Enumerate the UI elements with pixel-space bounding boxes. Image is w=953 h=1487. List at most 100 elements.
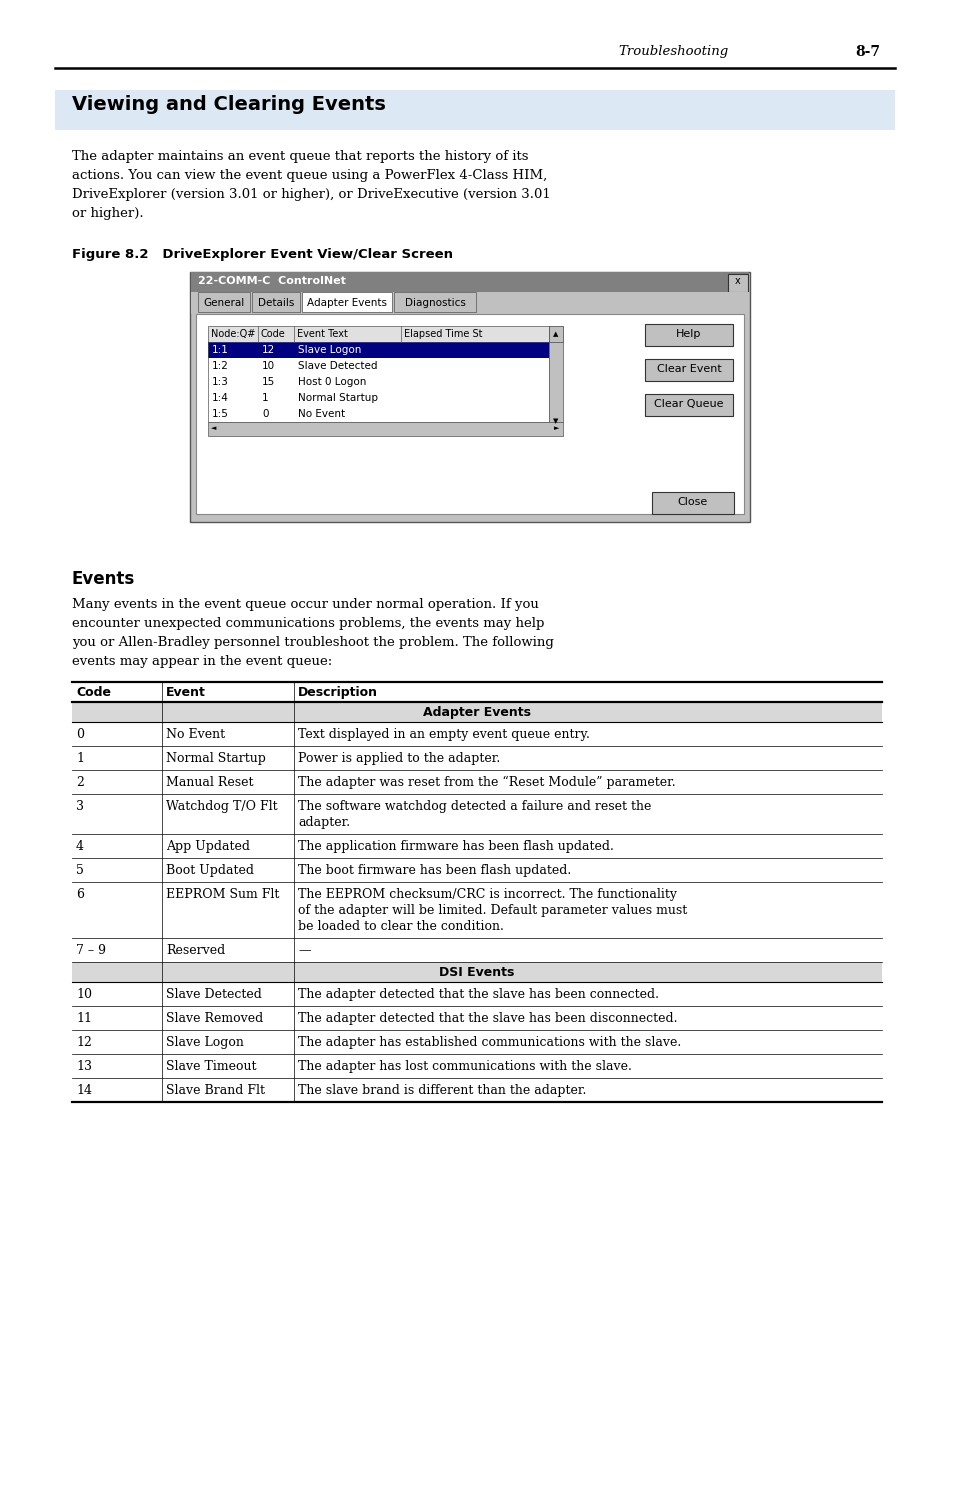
- Text: Reserved: Reserved: [166, 944, 225, 958]
- Text: adapter.: adapter.: [297, 816, 350, 828]
- Text: Many events in the event queue occur under normal operation. If you: Many events in the event queue occur und…: [71, 598, 538, 611]
- Text: The software watchdog detected a failure and reset the: The software watchdog detected a failure…: [297, 800, 651, 813]
- Text: 0: 0: [76, 729, 84, 741]
- Text: Description: Description: [297, 686, 377, 699]
- Text: —: —: [297, 944, 310, 958]
- Text: App Updated: App Updated: [166, 840, 250, 854]
- Text: Event: Event: [166, 686, 206, 699]
- Text: 1:4: 1:4: [212, 393, 229, 403]
- Text: The application firmware has been flash updated.: The application firmware has been flash …: [297, 840, 613, 854]
- Text: The adapter detected that the slave has been connected.: The adapter detected that the slave has …: [297, 987, 659, 1001]
- Bar: [55, 91, 894, 129]
- Text: 0: 0: [262, 409, 268, 419]
- Text: Slave Removed: Slave Removed: [166, 1013, 263, 1025]
- Bar: [198, 291, 250, 312]
- Text: The boot firmware has been flash updated.: The boot firmware has been flash updated…: [297, 864, 571, 877]
- Text: 1: 1: [262, 393, 269, 403]
- Text: 10: 10: [76, 987, 91, 1001]
- Text: events may appear in the event queue:: events may appear in the event queue:: [71, 654, 332, 668]
- Bar: [548, 326, 562, 342]
- Bar: [394, 291, 476, 312]
- Bar: [548, 342, 562, 422]
- Text: 1:1: 1:1: [212, 345, 229, 355]
- Bar: [727, 274, 747, 291]
- Text: 1:5: 1:5: [212, 409, 229, 419]
- Bar: [190, 272, 749, 522]
- Text: 22-COMM-C  ControlNet: 22-COMM-C ControlNet: [198, 277, 346, 286]
- Text: 5: 5: [76, 864, 84, 877]
- Text: ◄: ◄: [212, 425, 216, 431]
- Bar: [208, 406, 548, 422]
- Bar: [644, 394, 732, 416]
- Bar: [191, 291, 748, 314]
- Text: 1:2: 1:2: [212, 361, 229, 370]
- Text: Slave Logon: Slave Logon: [166, 1036, 244, 1048]
- Text: 3: 3: [76, 800, 84, 813]
- Text: Events: Events: [71, 570, 135, 587]
- Text: 13: 13: [76, 1060, 91, 1074]
- Bar: [208, 326, 562, 342]
- Text: 10: 10: [262, 361, 274, 370]
- Bar: [644, 324, 732, 346]
- Text: The adapter maintains an event queue that reports the history of its: The adapter maintains an event queue tha…: [71, 150, 528, 164]
- Text: ▼: ▼: [553, 418, 558, 424]
- Text: Normal Startup: Normal Startup: [297, 393, 377, 403]
- Text: 11: 11: [76, 1013, 91, 1025]
- Text: Details: Details: [257, 297, 294, 308]
- Text: Clear Event: Clear Event: [656, 364, 720, 375]
- Text: actions. You can view the event queue using a PowerFlex 4-Class HIM,: actions. You can view the event queue us…: [71, 170, 547, 181]
- Text: Close: Close: [678, 497, 707, 507]
- Bar: [644, 358, 732, 381]
- Text: No Event: No Event: [166, 729, 225, 741]
- Text: Figure 8.2   DriveExplorer Event View/Clear Screen: Figure 8.2 DriveExplorer Event View/Clea…: [71, 248, 453, 262]
- Text: Slave Brand Flt: Slave Brand Flt: [166, 1084, 265, 1097]
- Text: EEPROM Sum Flt: EEPROM Sum Flt: [166, 888, 279, 901]
- Text: 15: 15: [262, 378, 275, 387]
- Text: Slave Detected: Slave Detected: [166, 987, 262, 1001]
- Text: Slave Logon: Slave Logon: [297, 345, 361, 355]
- Text: 12: 12: [262, 345, 275, 355]
- Text: Text displayed in an empty event queue entry.: Text displayed in an empty event queue e…: [297, 729, 589, 741]
- Bar: [252, 291, 299, 312]
- Text: x: x: [735, 277, 740, 286]
- Text: you or Allen-Bradley personnel troubleshoot the problem. The following: you or Allen-Bradley personnel troublesh…: [71, 636, 554, 648]
- Text: ▲: ▲: [553, 332, 558, 338]
- Text: The adapter has lost communications with the slave.: The adapter has lost communications with…: [297, 1060, 631, 1074]
- Text: encounter unexpected communications problems, the events may help: encounter unexpected communications prob…: [71, 617, 544, 630]
- Text: No Event: No Event: [297, 409, 345, 419]
- Text: Boot Updated: Boot Updated: [166, 864, 253, 877]
- Text: DriveExplorer (version 3.01 or higher), or DriveExecutive (version 3.01: DriveExplorer (version 3.01 or higher), …: [71, 187, 550, 201]
- Text: The adapter detected that the slave has been disconnected.: The adapter detected that the slave has …: [297, 1013, 677, 1025]
- Text: General: General: [203, 297, 244, 308]
- Text: 2: 2: [76, 776, 84, 790]
- Bar: [208, 358, 548, 375]
- Text: The adapter has established communications with the slave.: The adapter has established communicatio…: [297, 1036, 680, 1048]
- Text: Slave Detected: Slave Detected: [297, 361, 377, 370]
- Text: Adapter Events: Adapter Events: [307, 297, 387, 308]
- Bar: [208, 390, 548, 406]
- Bar: [195, 314, 743, 515]
- Text: of the adapter will be limited. Default parameter values must: of the adapter will be limited. Default …: [297, 904, 686, 917]
- Text: Code: Code: [76, 686, 111, 699]
- Text: Troubleshooting: Troubleshooting: [618, 45, 727, 58]
- Text: 14: 14: [76, 1084, 91, 1097]
- Text: ►: ►: [554, 425, 559, 431]
- Text: Event Text: Event Text: [296, 329, 348, 339]
- Text: Power is applied to the adapter.: Power is applied to the adapter.: [297, 752, 499, 764]
- Text: Elapsed Time St: Elapsed Time St: [403, 329, 482, 339]
- Text: Code: Code: [261, 329, 286, 339]
- Bar: [208, 375, 548, 390]
- Bar: [71, 702, 882, 723]
- Text: DSI Events: DSI Events: [438, 967, 515, 978]
- Bar: [208, 342, 548, 422]
- Text: The EEPROM checksum/CRC is incorrect. The functionality: The EEPROM checksum/CRC is incorrect. Th…: [297, 888, 677, 901]
- Text: Viewing and Clearing Events: Viewing and Clearing Events: [71, 95, 385, 114]
- Text: Adapter Events: Adapter Events: [422, 706, 531, 720]
- Text: 1: 1: [76, 752, 84, 764]
- Text: 12: 12: [76, 1036, 91, 1048]
- Text: 8-7: 8-7: [854, 45, 879, 59]
- Text: Slave Timeout: Slave Timeout: [166, 1060, 256, 1074]
- Bar: [208, 422, 562, 436]
- Text: 1:3: 1:3: [212, 378, 229, 387]
- Text: The adapter was reset from the “Reset Module” parameter.: The adapter was reset from the “Reset Mo…: [297, 776, 675, 790]
